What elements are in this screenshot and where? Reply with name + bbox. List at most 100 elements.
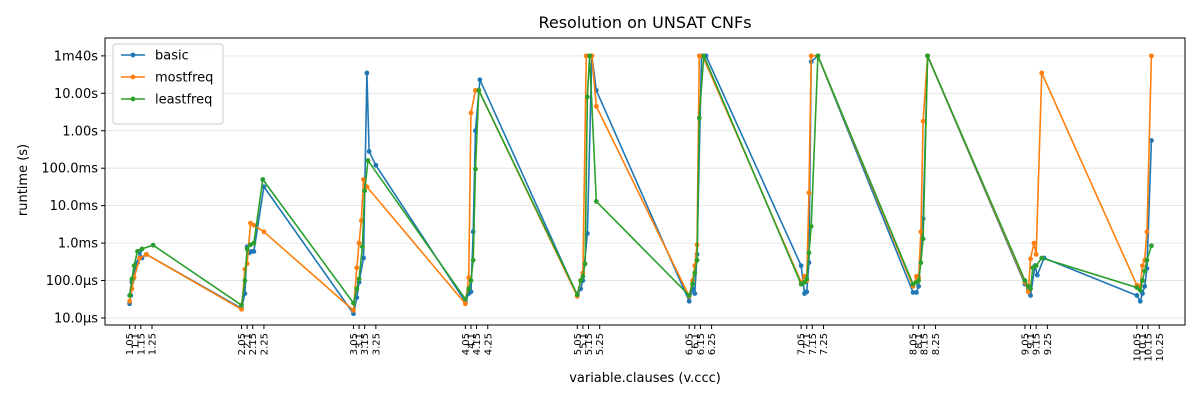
x-tick-label: 2.25	[259, 333, 270, 355]
data-point	[361, 255, 366, 261]
data-point	[1031, 240, 1037, 246]
legend-label: mostfreq	[155, 71, 213, 86]
data-point	[1142, 268, 1148, 274]
x-tick-label: 3.05	[349, 333, 360, 355]
data-point	[593, 103, 599, 109]
data-point	[361, 177, 366, 182]
x-tick-label: 1.05	[125, 333, 136, 355]
data-point	[476, 87, 482, 93]
data-point	[694, 257, 700, 263]
x-tick-label: 9.1	[1026, 333, 1037, 349]
data-point	[239, 306, 244, 312]
y-axis: 10.0µs 100.0µs 1.0ms 10.0ms 100.0ms 1.00s 10.0…	[41, 49, 105, 326]
legend-item-leastfreq: leastfreq	[121, 93, 212, 108]
data-point	[242, 278, 248, 283]
data-point	[131, 263, 137, 269]
data-point	[251, 240, 257, 246]
series-line-basic	[128, 55, 1153, 315]
data-point	[910, 290, 916, 295]
data-point	[129, 276, 135, 282]
data-point	[462, 301, 468, 307]
data-point	[1028, 286, 1033, 292]
data-point	[920, 118, 926, 124]
data-point	[1039, 70, 1045, 76]
x-tick-label: 1.25	[148, 333, 159, 355]
x-tick-label: 10.15	[1144, 333, 1155, 362]
y-tick-label: 10.0µs	[54, 311, 98, 326]
data-point	[354, 265, 360, 271]
data-point	[360, 244, 365, 250]
data-point	[580, 273, 586, 279]
legend-box	[112, 43, 224, 125]
x-tick-label: 4.25	[483, 333, 494, 355]
y-tick-label: 1.0ms	[58, 237, 98, 252]
data-point	[1149, 138, 1154, 143]
data-point	[686, 293, 692, 298]
series-basic	[127, 53, 1154, 317]
data-point	[354, 286, 360, 292]
data-point	[351, 300, 356, 306]
data-point	[351, 311, 356, 317]
series-line-mostfreq	[128, 55, 1153, 312]
x-axis-label: variable.clauses (v.ccc)	[569, 371, 721, 386]
data-point	[470, 257, 476, 263]
data-point	[692, 291, 698, 296]
data-point	[1137, 287, 1143, 293]
data-point	[1140, 263, 1145, 269]
data-point	[373, 162, 379, 168]
x-tick-label: 8.15	[920, 333, 931, 355]
data-point	[1033, 251, 1039, 257]
data-point	[1140, 278, 1145, 283]
x-tick-label: 5.05	[573, 333, 584, 355]
data-point	[477, 77, 483, 83]
x-axis: 1.051.11.15 1.25 2.052.12.15 2.25 3.053.13.1…	[125, 325, 1166, 362]
data-point	[587, 53, 593, 59]
data-point	[686, 298, 692, 304]
data-point	[1144, 229, 1150, 235]
x-tick-label: 7.15	[808, 333, 819, 355]
data-point	[239, 302, 244, 308]
data-point	[351, 307, 356, 313]
data-point	[137, 255, 143, 261]
data-point	[260, 177, 266, 182]
data-point	[1022, 278, 1028, 283]
data-point	[808, 53, 814, 59]
data-point	[583, 53, 589, 59]
x-tick-label: 3.15	[360, 333, 371, 355]
x-tick-label: 1.15	[136, 333, 147, 355]
data-point	[127, 298, 133, 304]
chart-title: Resolution on UNSAT CNFs	[538, 13, 751, 32]
x-tick-label: 6.15	[696, 333, 707, 355]
data-point	[578, 278, 584, 283]
data-point	[135, 249, 140, 254]
data-point	[798, 263, 804, 269]
data-point	[1028, 256, 1033, 262]
data-point	[1034, 272, 1040, 278]
y-tick-label: 1m40s	[54, 49, 98, 64]
data-point	[358, 218, 364, 223]
data-point	[916, 283, 922, 289]
x-tick-label: 7.25	[819, 333, 830, 355]
x-tick-label: 1.1	[131, 333, 142, 349]
x-tick-label: 8.05	[909, 333, 920, 355]
data-point	[925, 53, 930, 59]
x-tick-label: 10.25	[1155, 333, 1166, 362]
series-leastfreq	[127, 53, 1154, 308]
x-tick-label: 6.05	[685, 333, 696, 355]
data-point	[139, 246, 145, 252]
data-point	[1149, 243, 1154, 249]
legend: basic mostfreq leastfreq	[112, 43, 224, 125]
x-tick-label: 8.25	[931, 333, 942, 355]
data-point	[1039, 255, 1045, 261]
data-point	[1142, 283, 1148, 289]
series-mostfreq	[127, 53, 1154, 313]
data-point	[582, 261, 588, 267]
data-point	[1134, 285, 1140, 290]
data-point	[804, 289, 810, 295]
data-point	[574, 292, 580, 298]
data-point	[1134, 293, 1140, 298]
data-point	[364, 70, 370, 76]
data-point	[473, 87, 478, 93]
grid-lines	[105, 55, 1185, 319]
